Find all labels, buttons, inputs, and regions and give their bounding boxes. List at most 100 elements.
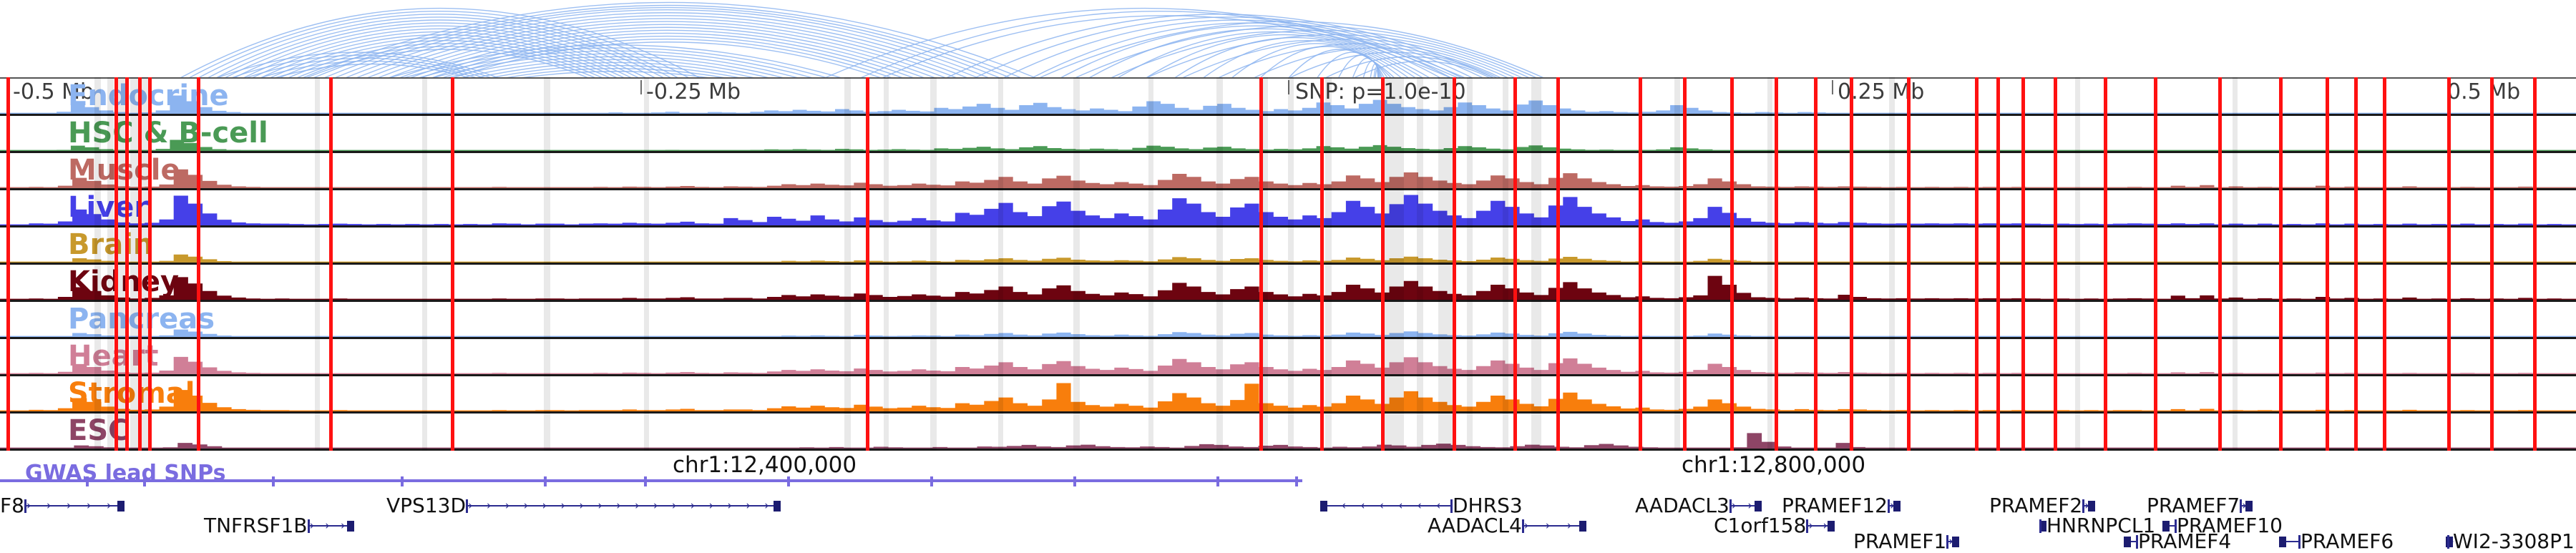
interaction-arc [364,18,970,79]
gwas-lead-snp-tick [644,476,647,486]
gene-label: DHRS3 [1453,494,1523,517]
gene-model[interactable]: ‹PRAMEF10 [2162,515,2283,536]
gene-body: › [2446,534,2454,549]
gene-model[interactable]: PRAMEF12 › [1782,495,1901,516]
gene-label: C1orf158 [1714,514,1807,537]
gwas-lead-snp-tick [1216,476,1219,486]
track-label-hsc-b-cell: HSC & B-cell [68,116,268,150]
interaction-arc [1259,46,1396,79]
interaction-arc [1216,43,1511,79]
signal-profile [0,329,2576,337]
signal-track: HSC & B-cell [0,116,2576,153]
gene-model[interactable]: PRAMEF1 › [1853,529,1960,553]
gwas-lead-snp-tick [272,476,275,486]
signal-profile [0,356,2576,374]
interaction-arc [1323,56,1496,79]
gene-body: › › › › › [24,498,125,514]
annotation-panel: chr1:12,400,000 chr1:12,800,000 GWAS lea… [0,451,2576,552]
gene-label: PRAMEF6 [2301,529,2394,553]
interaction-arc [500,67,731,79]
gwas-lead-snp-tick [86,476,89,486]
signal-profile [0,433,2576,449]
interaction-arc [1352,60,1493,79]
interaction-arc [972,16,1485,79]
interaction-arc [386,44,845,79]
interaction-arc [1180,39,1518,79]
interaction-arc [353,15,981,79]
signal-track: Heart [0,339,2576,376]
gene-body: › › [1729,498,1762,514]
track-label-muscle: Muscle [68,153,180,187]
interaction-arc [429,53,802,79]
interaction-arc [178,8,702,79]
interaction-arc [332,9,1002,79]
gwas-track-label: GWAS lead SNPs [25,461,226,486]
gene-label: WI2-3308P17.2 [2453,529,2576,553]
interaction-arc [1144,34,1425,79]
track-label-stromal: Stromal [68,376,195,410]
interaction-arc [187,11,691,79]
interaction-arc [232,25,648,79]
interaction-arc [514,71,716,79]
interaction-arc [1116,31,1432,79]
track-label-liver: Liver [68,190,149,224]
gene-body: ‹ [2124,534,2138,549]
gene-model[interactable]: ›HNRNPCL1 [2039,515,2155,536]
gene-body: ‹ [2162,518,2177,534]
gene-model[interactable]: PRAMEF7 › [2147,495,2253,516]
gene-model[interactable]: AADACL3 › › [1635,495,1762,516]
signal-track: Endocrine [0,79,2576,116]
interaction-arc [223,22,658,79]
gene-body: ‹‹‹‹‹‹‹ [1320,498,1453,514]
gene-model[interactable]: ‹‹‹‹‹‹‹DHRS3 [1320,495,1523,516]
gene-model[interactable]: VPS13D › › › › › › › › › › › › › › › › › [386,495,781,516]
gene-body: › [2082,498,2096,514]
signal-track-stack: Endocrine HSC & B-cell Muscle Liver Brain Kid… [0,79,2576,451]
interaction-arc [858,11,1460,79]
interaction-arc [400,47,831,79]
signal-track: Muscle [0,153,2576,190]
gene-label: HNRNPCL1 [2046,514,2156,537]
interaction-arc [1037,21,1546,79]
gene-body: › [1887,498,1901,514]
gene-label: F8 [0,494,24,517]
signal-profile [0,95,2576,114]
interaction-arc [407,29,927,79]
gene-label: AADACL4 [1428,514,1522,537]
interaction-arc [429,35,906,79]
ruler-label: 0.5 Mb [2447,79,2521,104]
track-label-endocrine: Endocrine [68,79,229,112]
signal-profile [0,140,2576,151]
ruler-label: -0.25 Mb [646,79,741,104]
gene-model[interactable]: ›WI2-3308P17.2 [2446,529,2576,553]
track-label-kidney: Kidney [68,265,180,298]
gene-model[interactable]: AADACL4 › › › [1428,515,1586,536]
ruler-tick [1288,80,1289,94]
interaction-arc [457,59,774,79]
ruler-tick [1832,80,1833,94]
gene-label: PRAMEF12 [1782,494,1888,517]
gwas-lead-snp-tick [1073,476,1076,486]
signal-profile [0,383,2576,411]
gene-label: PRAMEF10 [2177,514,2283,537]
track-label-pancreas: Pancreas [68,302,215,336]
interaction-arc [205,16,673,79]
gwas-lead-snp-tick [787,476,790,486]
interaction-arc [472,62,759,79]
signal-profile [0,169,2576,188]
gene-model[interactable]: C1orf158 › › [1714,515,1835,536]
gene-model[interactable]: ‹PRAMEF6 [2279,531,2394,552]
gene-model[interactable]: TNFRSF1B › › › [204,515,354,536]
gene-model[interactable]: F8 › › › › › [0,495,125,516]
interaction-arc [1252,47,1503,79]
signal-track: Kidney [0,265,2576,302]
interaction-arc [1001,19,1475,79]
signal-track: Stromal [0,376,2576,413]
signal-track: Liver [0,190,2576,227]
gene-model[interactable]: PRAMEF2 › [1989,495,2096,516]
gwas-lead-snp-tick [1295,476,1298,486]
ruler-tick [640,80,642,94]
interaction-arc [879,15,1453,79]
gene-label: PRAMEF1 [1853,529,1947,553]
